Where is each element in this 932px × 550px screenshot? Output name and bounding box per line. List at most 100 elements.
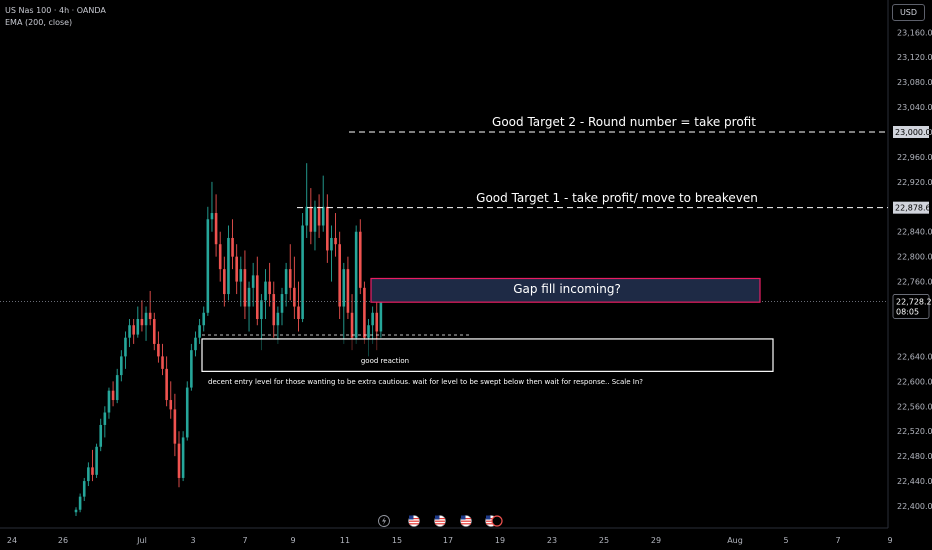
price-tick-label: 22,560.0 — [897, 402, 932, 411]
candle-body — [91, 467, 94, 475]
flag-canton — [435, 515, 440, 520]
time-tick-label: 11 — [340, 536, 350, 545]
flag-stripe — [486, 523, 496, 525]
candle-body — [321, 206, 325, 226]
time-tick-label: 23 — [547, 536, 557, 545]
candle-body — [223, 269, 226, 295]
price-tick-label: 23,080.0 — [897, 78, 932, 87]
candle-body — [268, 281, 271, 295]
price-tick-label: 22,400.0 — [897, 502, 932, 511]
flag-stripe — [435, 520, 445, 522]
lightning-event-icon[interactable] — [378, 515, 390, 527]
candle-body — [161, 356, 164, 369]
price-tick-label: 22,920.0 — [897, 178, 932, 187]
candle-body — [317, 206, 321, 226]
time-tick-label: 7 — [835, 536, 840, 545]
flag-stripe — [486, 518, 496, 520]
candle-body — [334, 237, 337, 245]
lightning-icon-bolt — [382, 517, 387, 525]
candle-body — [342, 269, 346, 307]
event-badge-ring — [491, 515, 503, 527]
events-bar — [378, 515, 503, 527]
candle-body — [103, 412, 107, 425]
symbol-title: US Nas 100 · 4h · OANDA — [5, 6, 106, 15]
time-tick-label: 19 — [495, 536, 505, 545]
indicator-label[interactable]: EMA (200, close) — [5, 18, 73, 27]
candle-body — [185, 387, 189, 438]
us-flag-event-icon[interactable] — [408, 515, 420, 527]
candles-layer — [74, 163, 383, 516]
candle-body — [239, 269, 243, 282]
current-price-label: 22,728.2 — [896, 297, 932, 306]
candle-body — [231, 237, 234, 257]
candle-body — [202, 312, 206, 326]
candle-body — [243, 269, 247, 307]
us-flag-event-icon[interactable] — [434, 515, 446, 527]
target1-label: Good Target 1 - take profit/ move to bre… — [476, 191, 758, 205]
price-tick-label: 22,640.0 — [897, 352, 932, 361]
good-reaction-label: good reaction — [361, 357, 409, 365]
candle-body — [284, 269, 288, 295]
candle-body — [379, 301, 383, 332]
current-price-tag — [892, 294, 930, 319]
candle-body — [99, 424, 103, 447]
candle-body — [140, 319, 144, 326]
candle-body — [169, 400, 173, 410]
candle-body — [272, 294, 276, 326]
candle-body — [74, 509, 78, 513]
gap-fill-label: Gap fill incoming? — [513, 282, 621, 296]
flag-stripe — [435, 523, 445, 525]
flag-stripe — [486, 520, 496, 522]
entry-note-label: decent entry level for those wanting to … — [208, 378, 643, 386]
support-zone[interactable] — [201, 338, 774, 372]
countdown-label: 08:05 — [896, 307, 919, 316]
candle-body — [95, 446, 98, 475]
candle-body — [260, 300, 263, 319]
candle-body — [363, 287, 366, 338]
time-tick-label: 29 — [651, 536, 661, 545]
candle-body — [194, 337, 197, 351]
candle-body — [358, 231, 362, 288]
time-tick-label: 25 — [599, 536, 609, 545]
time-tick-label: 7 — [242, 536, 247, 545]
price-tick-label: 22,440.0 — [897, 477, 932, 486]
candle-body — [354, 231, 358, 338]
candle-body — [326, 206, 329, 251]
candle-body — [297, 306, 300, 319]
gap-fill-zone[interactable] — [370, 277, 761, 303]
candle-body — [214, 213, 218, 245]
candle-body — [144, 312, 148, 326]
time-tick-label: 15 — [392, 536, 402, 545]
candle-body — [309, 206, 313, 232]
candle-body — [210, 213, 214, 220]
time-tick-label: 24 — [7, 536, 17, 545]
candle-body — [371, 312, 374, 326]
time-tick-label: 9 — [887, 536, 892, 545]
currency-button[interactable]: USD — [892, 4, 925, 21]
price-tick-label: 23,040.0 — [897, 103, 932, 112]
flag-canton — [409, 515, 414, 520]
candle-body — [247, 287, 251, 307]
target1-price-tag — [893, 201, 929, 214]
price-tick-label: 23,120.0 — [897, 53, 932, 62]
candle-body — [148, 312, 152, 319]
candle-body — [107, 390, 111, 413]
candle-body — [338, 244, 341, 307]
us-flag-event-icon[interactable] — [460, 515, 472, 527]
price-tick-label: 22,760.0 — [897, 278, 932, 287]
flag-stripe — [461, 520, 471, 522]
annotations-layer: Good Target 2 - Round number = take prof… — [0, 115, 888, 386]
event-badge-icon[interactable] — [491, 515, 503, 527]
target1-price-label: 22,878.6 — [895, 204, 931, 213]
candle-body — [218, 244, 222, 270]
candle-body — [181, 437, 185, 478]
candle-body — [293, 287, 296, 307]
candle-body — [198, 325, 201, 338]
time-tick-label: Aug — [727, 536, 743, 545]
candle-body — [346, 269, 350, 313]
flag-stripe — [461, 518, 471, 520]
candle-body — [350, 312, 354, 338]
candle-body — [313, 206, 317, 232]
flag-stripe — [409, 520, 419, 522]
